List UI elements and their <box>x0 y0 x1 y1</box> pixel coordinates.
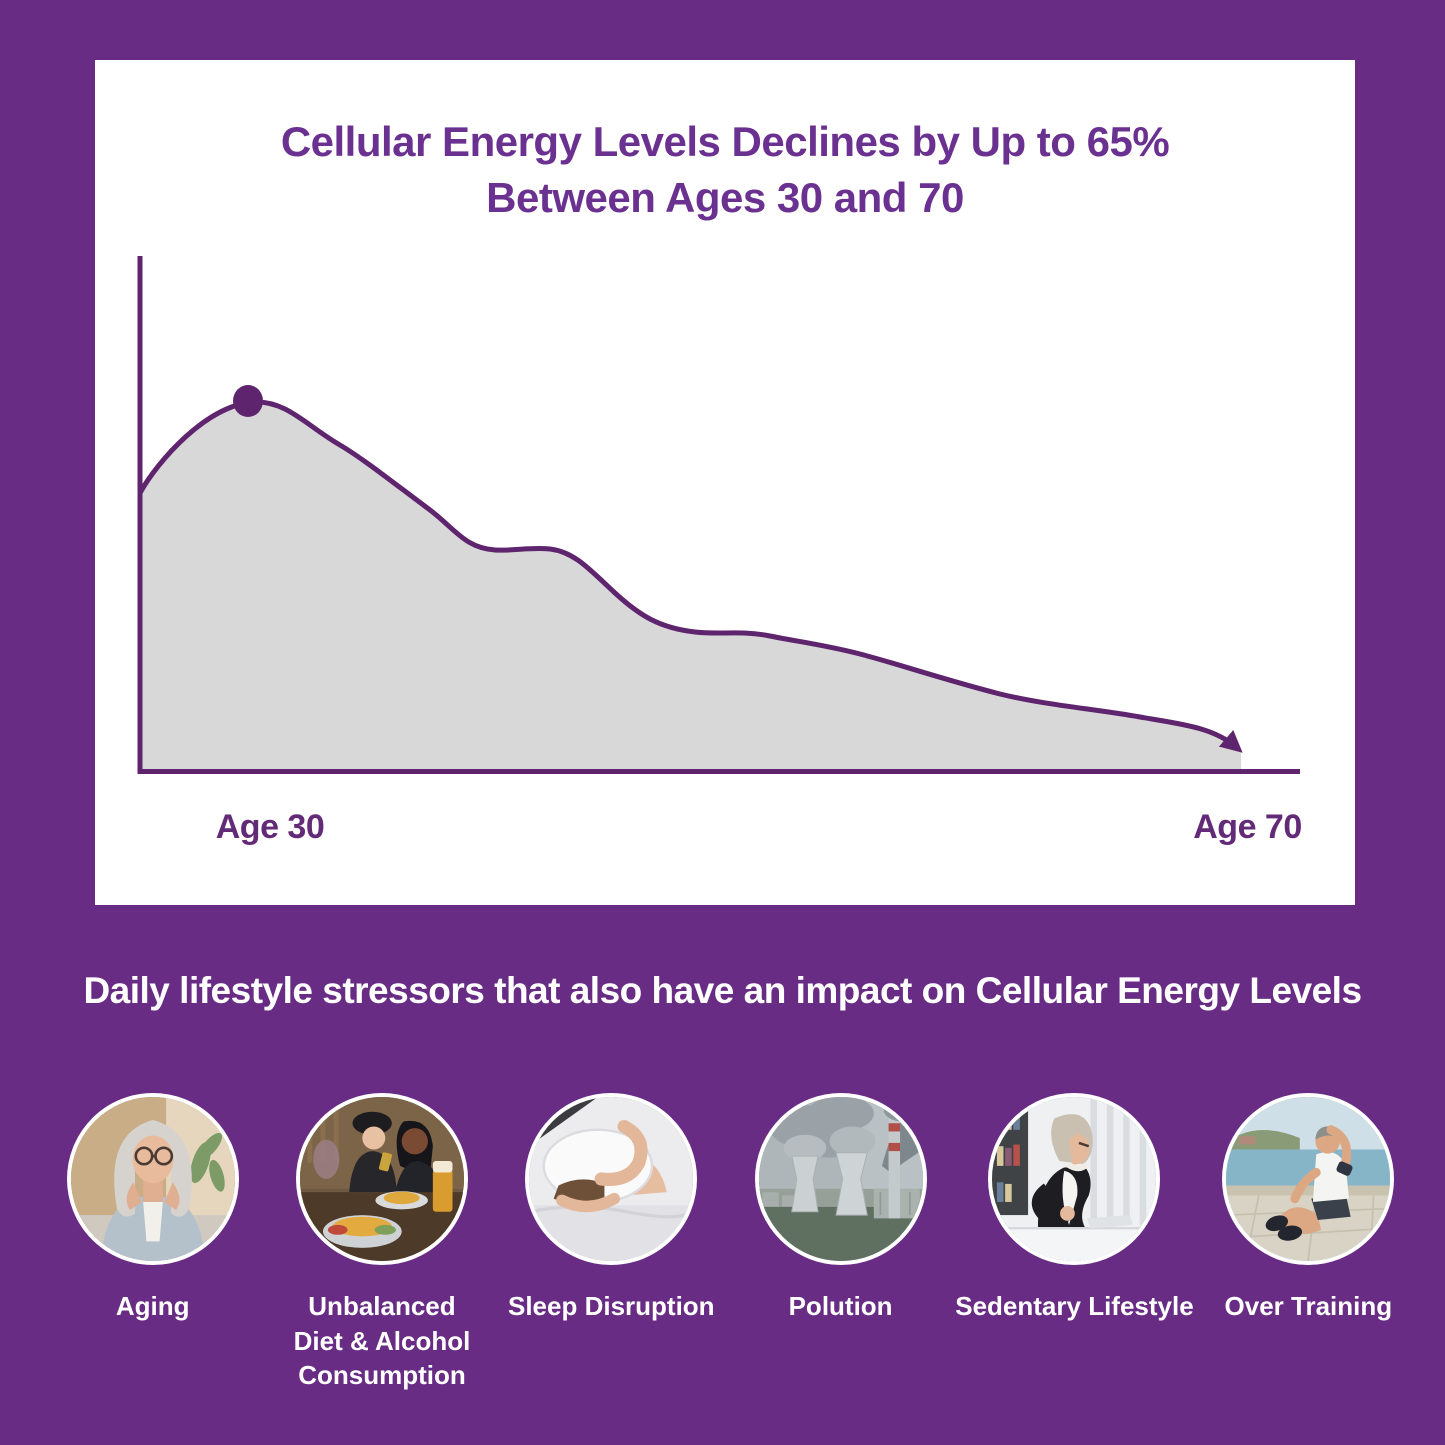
unbalanced-diet-alcohol-photo <box>295 1093 468 1265</box>
sedentary-lifestyle-photo <box>988 1093 1161 1265</box>
stressor-caption: Over Training <box>1224 1291 1393 1321</box>
stressor-caption: Sedentary Lifestyle <box>955 1291 1194 1321</box>
stressors-row: Aging <box>38 1093 1423 1393</box>
stressor-caption: Aging <box>115 1291 190 1321</box>
pollution-photo <box>754 1093 927 1265</box>
energy-decline-chart <box>137 256 1300 774</box>
stressor-item-aging: Aging <box>38 1093 267 1393</box>
stressor-item-over-training: Over Training <box>1194 1093 1423 1393</box>
over-training-photo <box>1222 1093 1395 1265</box>
stressor-caption: Sleep Disruption <box>507 1291 715 1321</box>
stressor-item-sedentary-lifestyle: Sedentary Lifestyle <box>955 1093 1194 1393</box>
chart-card: Cellular Energy Levels Declines by Up to… <box>95 60 1355 905</box>
stressor-item-sleep-disruption: Sleep Disruption <box>497 1093 726 1393</box>
stressor-caption: Polution <box>788 1291 893 1321</box>
peak-marker-dot <box>233 385 263 417</box>
stressor-item-pollution: Polution <box>726 1093 955 1393</box>
chart-title-line2: Between Ages 30 and 70 <box>486 173 964 221</box>
stressor-caption: Unbalanced Diet & Alcohol Consumption <box>293 1291 471 1391</box>
sleep-disruption-photo <box>525 1093 698 1265</box>
energy-area-fill <box>140 401 1241 771</box>
x-axis-label-age-30: Age 30 <box>215 808 325 846</box>
aging-photo <box>66 1093 239 1265</box>
chart-title-line1: Cellular Energy Levels Declines by Up to… <box>280 118 1170 165</box>
chart-title: Cellular Energy Levels Declines by Up to… <box>95 114 1355 226</box>
x-axis-label-age-70: Age 70 <box>1193 808 1302 846</box>
stressor-item-diet-alcohol: Unbalanced Diet & Alcohol Consumption <box>267 1093 496 1393</box>
energy-curve-line <box>137 399 1243 753</box>
stressors-heading: Daily lifestyle stressors that also have… <box>83 970 1362 1011</box>
